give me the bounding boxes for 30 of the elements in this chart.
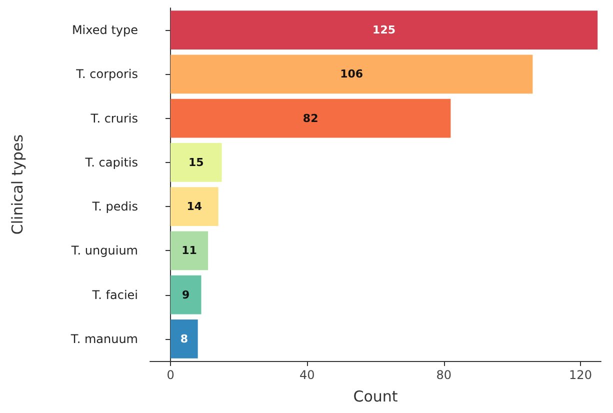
x-tick-label: 120 [569, 368, 592, 382]
bar [170, 275, 202, 314]
y-tick-label: T. cruris [90, 111, 138, 126]
data-label: 15 [188, 156, 204, 169]
bar [170, 231, 208, 270]
data-label: 8 [180, 332, 188, 346]
y-tick-label: T. capitis [84, 155, 138, 170]
y-tick-label: T. corporis [75, 67, 138, 82]
y-tick-label: T. faciei [91, 288, 138, 302]
bar [170, 143, 222, 182]
bar [170, 320, 198, 358]
data-label: 82 [302, 112, 318, 125]
data-label: 125 [372, 24, 396, 37]
bar [170, 10, 598, 50]
y-tick-label: Mixed type [72, 23, 138, 38]
y-tick-label: T. pedis [91, 200, 138, 214]
bar [170, 98, 451, 138]
bar [170, 187, 218, 226]
y-axis-title: Clinical types [8, 134, 26, 235]
data-label: 11 [182, 244, 197, 258]
x-tick-label: 80 [436, 368, 452, 382]
data-label: 9 [182, 288, 190, 302]
data-label: 14 [186, 200, 202, 214]
x-tick-label: 40 [300, 368, 315, 382]
y-tick-label: T. manuum [70, 332, 138, 346]
y-tick-label: T. unguium [70, 244, 138, 258]
data-label: 106 [340, 68, 364, 81]
x-tick-label: 0 [166, 368, 174, 382]
x-axis-title: Count [353, 388, 398, 406]
bar [170, 54, 533, 94]
